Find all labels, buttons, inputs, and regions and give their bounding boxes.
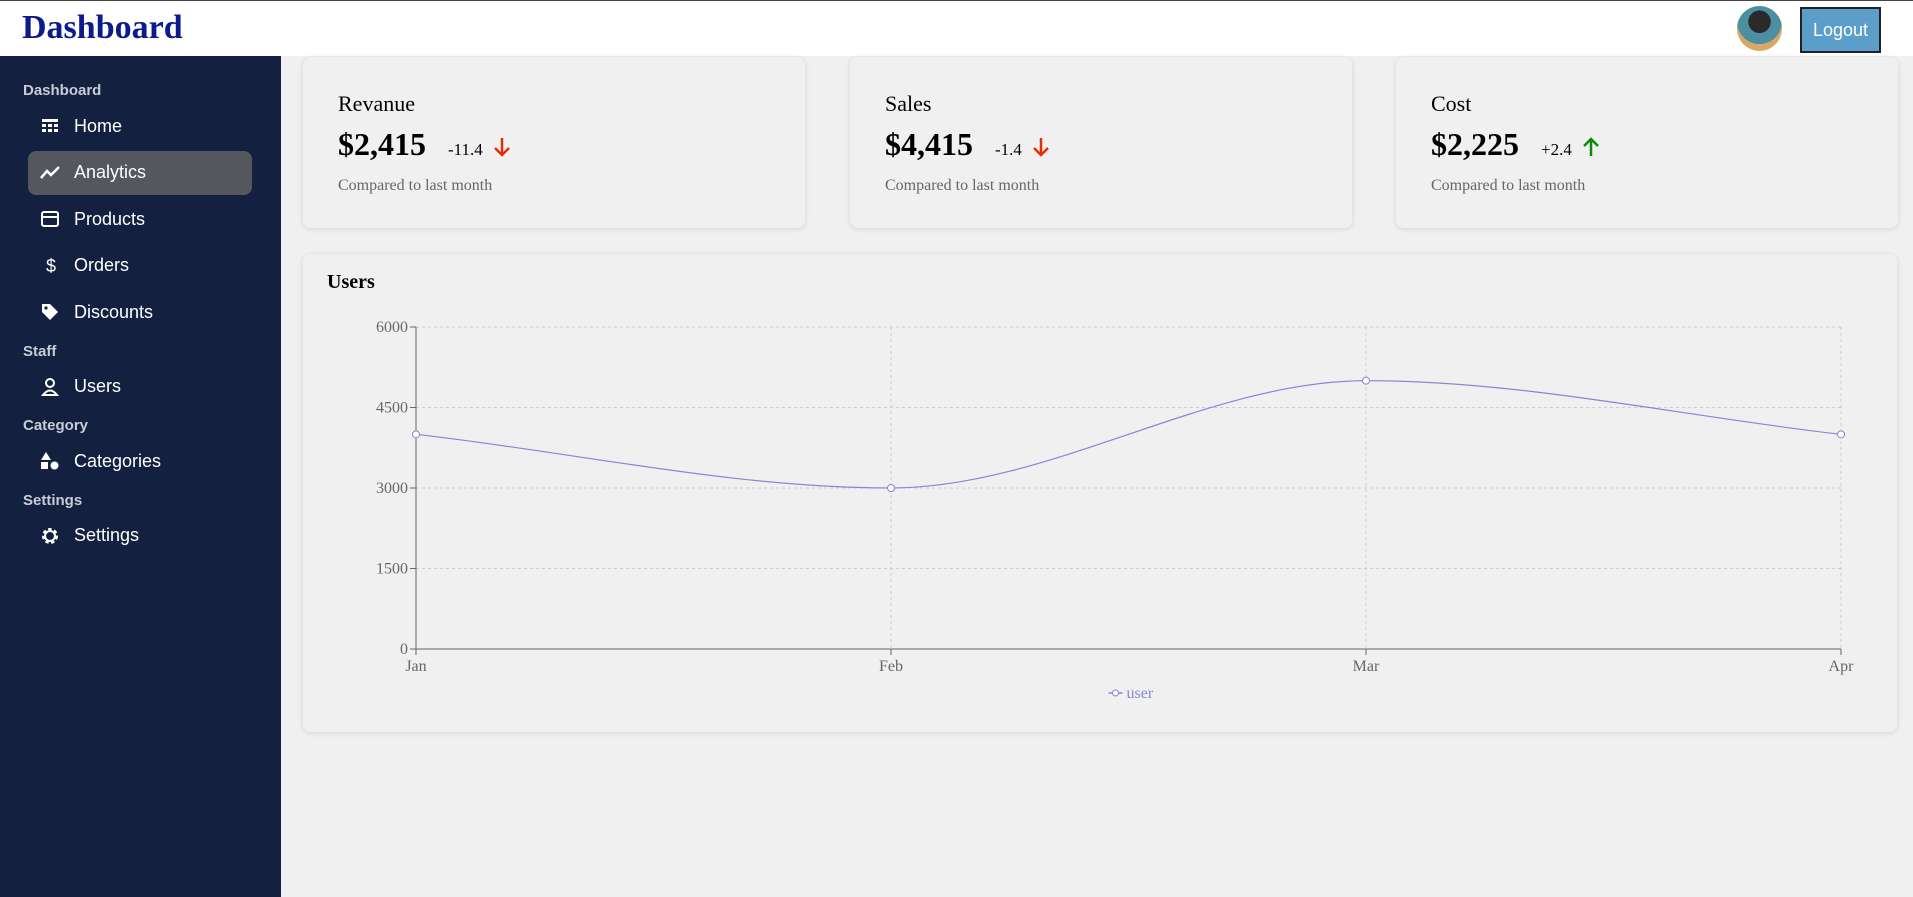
- icon: [42, 119, 58, 132]
- change-value: +2.4: [1541, 139, 1572, 159]
- sidebar-item[interactable]: Users: [28, 365, 252, 409]
- icon: [40, 377, 60, 396]
- chart-card: Users 0 1500 3000 4500 6000 Jan Feb Mar Apr user: [303, 254, 1897, 732]
- arrow: [1033, 138, 1049, 157]
- icon: [41, 452, 59, 470]
- arrow: [493, 138, 510, 157]
- change-value: -11.4: [448, 139, 483, 159]
- card-note: Compared to last month: [338, 177, 493, 194]
- sidebar-label: Users: [74, 376, 122, 396]
- trend-icon: [1032, 136, 1050, 163]
- chart-title: Users: [327, 271, 375, 293]
- brand: Dashboard: [22, 9, 183, 46]
- change-value: -1.4: [995, 139, 1022, 159]
- y-tick-label: 4500: [376, 400, 408, 417]
- point: [887, 484, 895, 492]
- sidebar-item[interactable]: $ Orders: [28, 244, 252, 288]
- icon: [41, 211, 59, 227]
- card-change: +2.4: [1541, 136, 1600, 163]
- point: [1837, 430, 1845, 439]
- sidebar-heading: Settings: [23, 491, 83, 509]
- icon: $: [46, 256, 56, 276]
- sidebar-heading: Category: [23, 417, 89, 434]
- logout-button[interactable]: Logout: [1800, 7, 1881, 53]
- stat-card: Revanue $2,415 -11.4 Compared to last month: [303, 57, 805, 228]
- sidebar-label: Products: [74, 208, 146, 229]
- sidebar-label: Categories: [74, 450, 162, 471]
- card-note: Compared to last month: [885, 177, 1040, 194]
- sidebar-item[interactable]: Analytics: [28, 150, 252, 195]
- card-value: $4,415: [885, 126, 973, 162]
- sidebar-item[interactable]: Products: [28, 197, 252, 241]
- y-tick-label: 0: [400, 641, 408, 658]
- x-tick-label: Mar: [1353, 658, 1380, 675]
- sidebar-label: Orders: [74, 255, 130, 275]
- sidebar-label: Home: [74, 115, 123, 136]
- sidebar-label: Analytics: [74, 162, 147, 182]
- legend-marker: [1112, 689, 1119, 697]
- icon: [42, 527, 58, 544]
- sidebar-item[interactable]: Categories: [28, 439, 252, 483]
- legend-label: user: [1127, 685, 1154, 702]
- point: [412, 430, 420, 439]
- sidebar: Dashboard Home Analytics Products $ Orders Dis…: [0, 56, 281, 897]
- y-tick-label: 3000: [376, 480, 408, 497]
- sidebar-item[interactable]: Home: [28, 104, 252, 148]
- card-title: Revanue: [338, 91, 415, 116]
- point: [1362, 376, 1370, 385]
- y-tick-label: 6000: [376, 319, 408, 336]
- card-change: -11.4: [448, 136, 511, 163]
- icon: [40, 165, 60, 179]
- top-bar: Dashboard Logout: [0, 0, 1913, 56]
- trend-icon: [1582, 136, 1600, 163]
- trend-icon: [493, 136, 511, 163]
- card-title: Sales: [885, 91, 932, 116]
- sidebar-heading: Staff: [23, 342, 57, 360]
- card-title: Cost: [1431, 91, 1472, 116]
- avatar[interactable]: [1737, 6, 1782, 51]
- x-tick-label: Feb: [879, 658, 903, 675]
- card-change: -1.4: [995, 136, 1050, 163]
- sidebar-heading: Dashboard: [23, 82, 102, 99]
- stat-card: Cost $2,225 +2.4 Compared to last month: [1396, 57, 1898, 228]
- sidebar-item[interactable]: Discounts: [28, 290, 252, 334]
- sidebar-label: Discounts: [74, 301, 154, 322]
- card-note: Compared to last month: [1431, 177, 1586, 194]
- icon: [42, 304, 58, 320]
- card-value: $2,415: [338, 126, 426, 162]
- stat-card: Sales $4,415 -1.4 Compared to last month: [850, 57, 1352, 228]
- x-tick-label: Jan: [405, 658, 426, 675]
- y-tick-label: 1500: [376, 561, 408, 578]
- arrow: [1582, 137, 1599, 156]
- card-value: $2,225: [1431, 126, 1519, 162]
- sidebar-item[interactable]: Settings: [28, 514, 252, 558]
- svg-text:$: $: [46, 256, 56, 276]
- chart: Users 0 1500 3000 4500 6000 Jan Feb Mar Apr user: [327, 271, 1855, 702]
- sidebar-label: Settings: [74, 525, 140, 545]
- x-tick-label: Apr: [1829, 658, 1855, 675]
- line: [415, 380, 1842, 489]
